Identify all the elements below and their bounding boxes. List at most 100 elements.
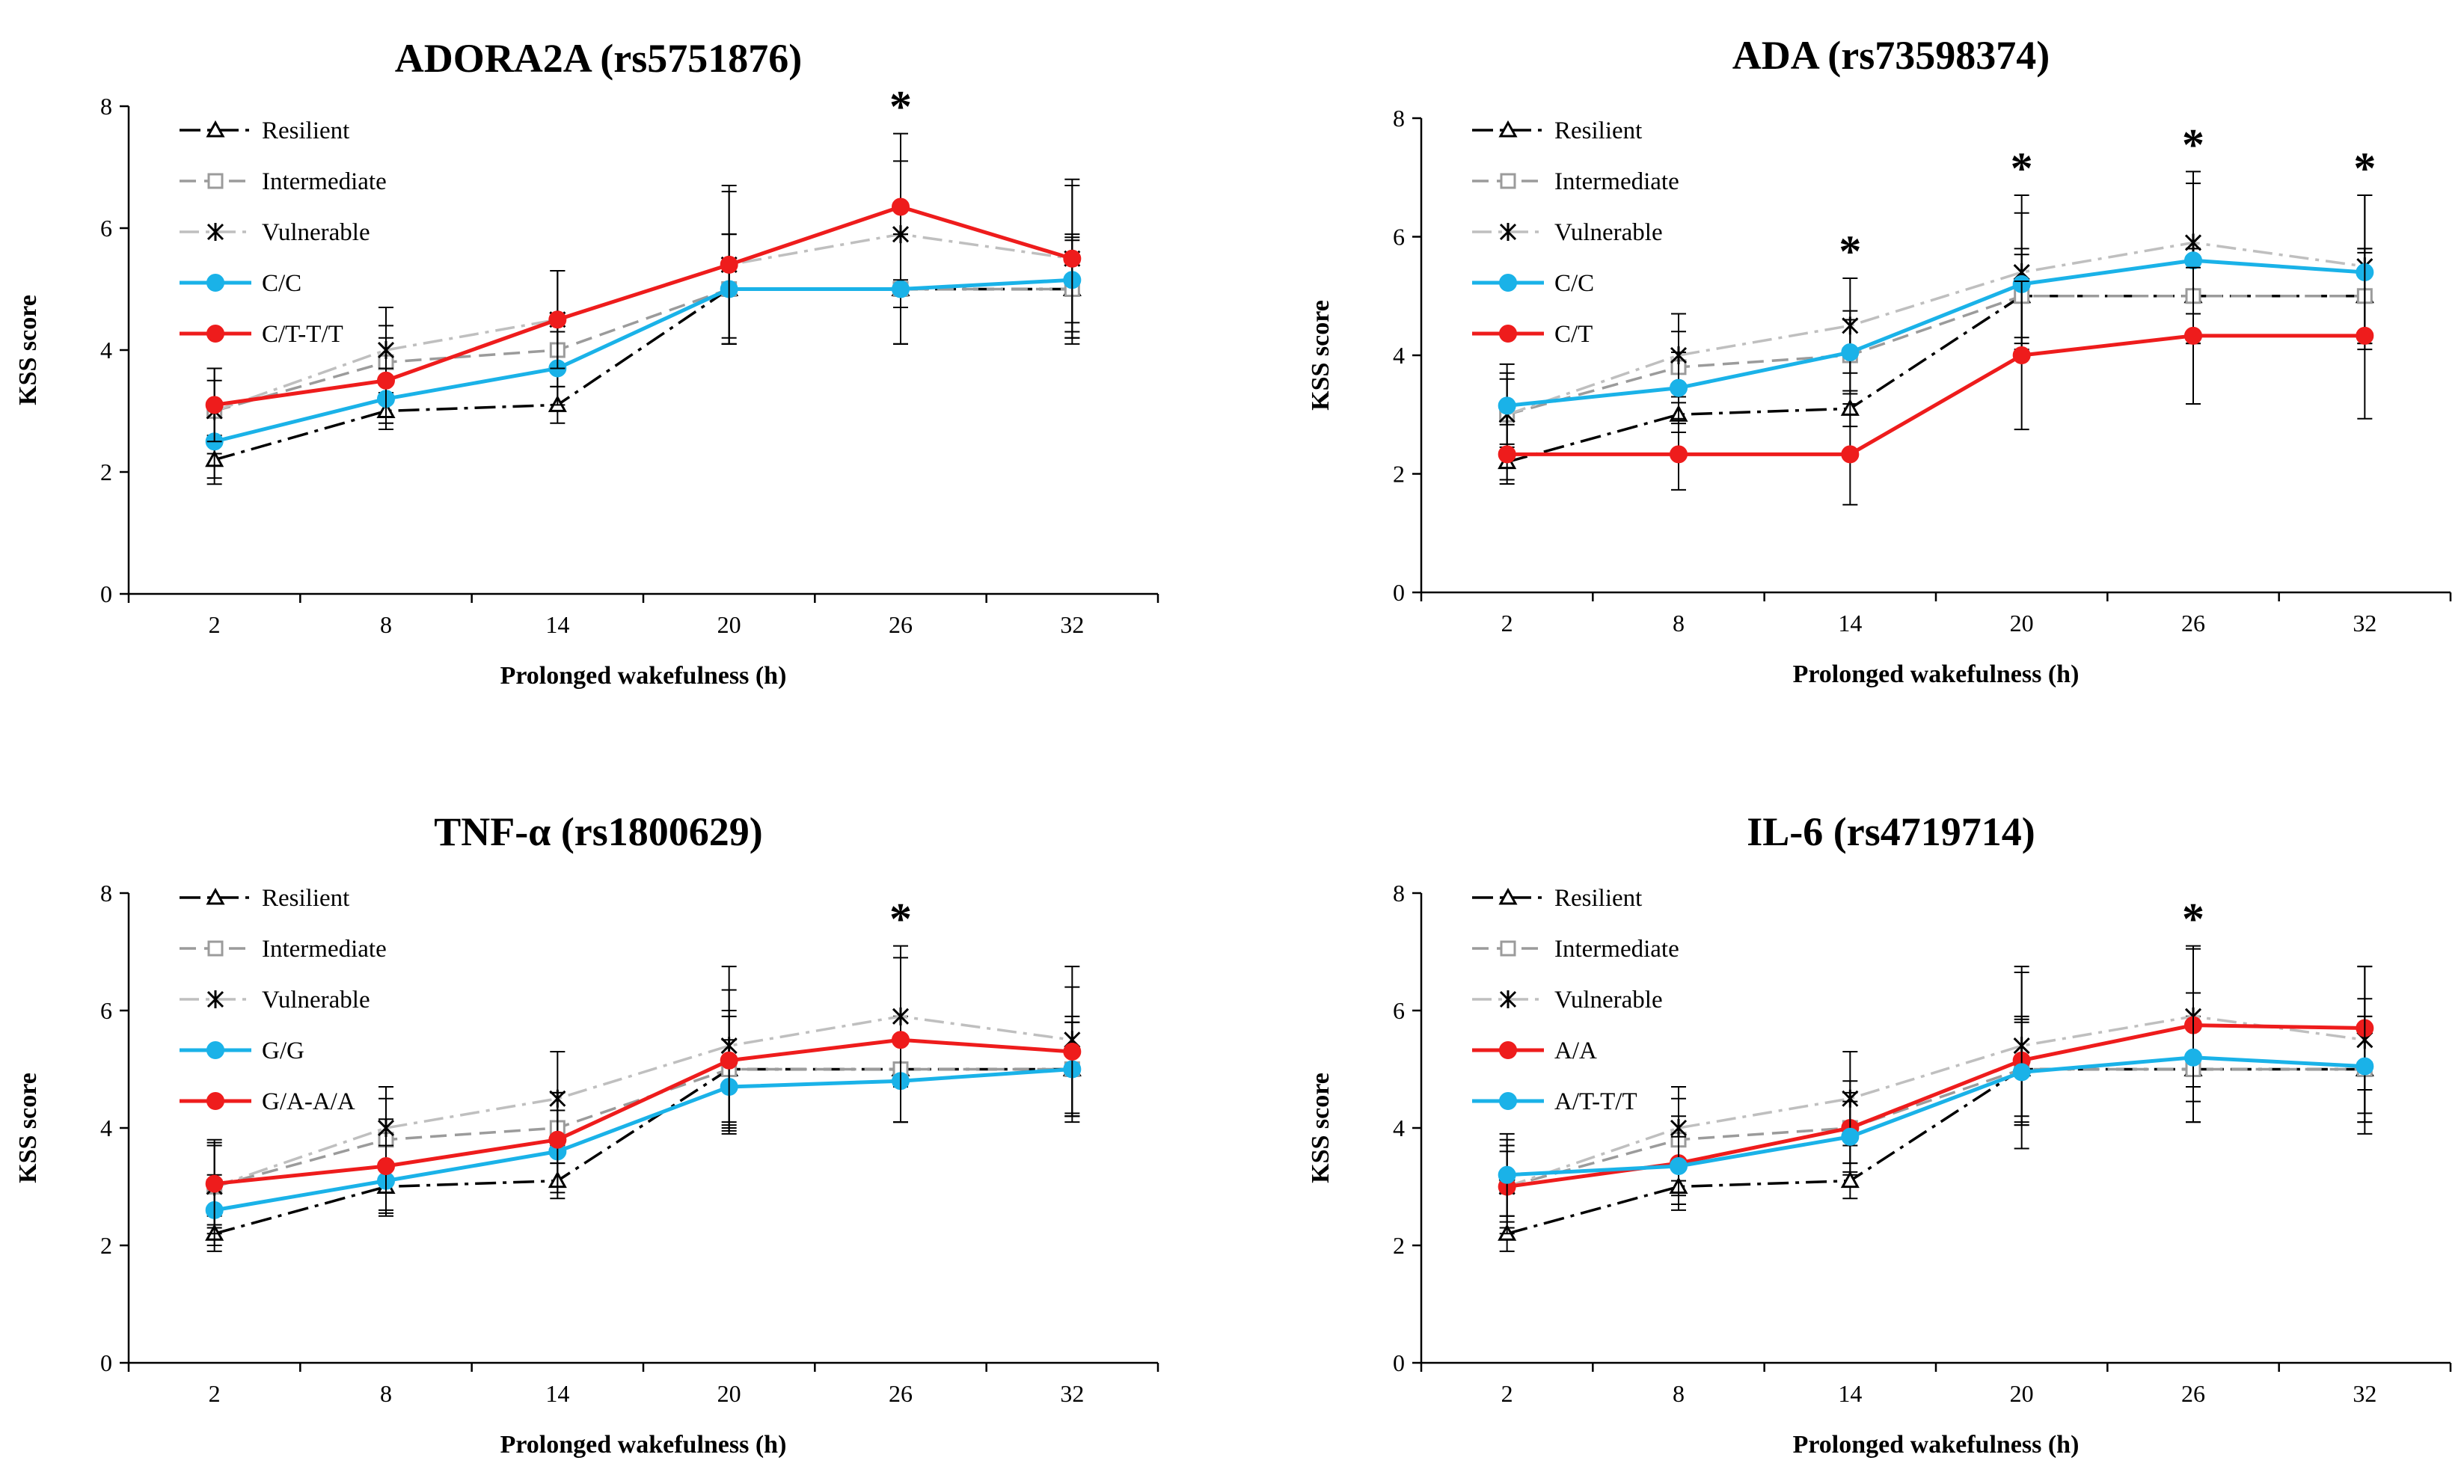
series-blue <box>205 1021 1082 1246</box>
x-tick-label: 2 <box>1501 610 1513 637</box>
significance-marker: * <box>889 895 912 944</box>
series-line <box>214 1067 1073 1212</box>
data-point <box>720 1051 738 1070</box>
y-tick-label: 4 <box>1393 342 1405 369</box>
legend-marker <box>1499 274 1517 292</box>
significance-marker: * <box>2182 120 2204 169</box>
series-line <box>1507 295 2365 416</box>
data-point <box>1498 445 1516 464</box>
x-tick-label: 32 <box>1060 1380 1084 1407</box>
chart-panel-1: ADA (rs73598374) 0 2 4 6 8 2 8 14 20 26 32 Prolonged… <box>1307 33 2452 688</box>
chart-panel-0: ADORA2A (rs5751876) 0 2 4 6 8 2 8 14 20 26 32 Prolon… <box>14 36 1159 690</box>
series-line <box>1507 241 2365 416</box>
significance-marker: * <box>2182 895 2204 944</box>
x-tick-label: 2 <box>1501 1380 1513 1407</box>
y-tick-label: 0 <box>100 1349 112 1376</box>
data-point <box>377 371 395 390</box>
series-resilient <box>1498 1015 2374 1252</box>
series-line <box>1507 1055 2365 1177</box>
data-point <box>1063 1042 1082 1061</box>
chart-title: TNF-α (rs1800629) <box>434 809 763 854</box>
data-point <box>1840 1171 1860 1189</box>
legend-label: Resilient <box>262 117 349 144</box>
series-line <box>1507 334 2365 456</box>
series-blue <box>1498 992 2374 1217</box>
x-axis-label: Prolonged wakefulness (h) <box>1793 660 2080 688</box>
y-tick-label: 4 <box>1393 1114 1405 1141</box>
legend-marker <box>1500 940 1516 957</box>
legend-label: C/C <box>262 270 301 297</box>
x-tick-label: 2 <box>209 611 221 638</box>
legend-marker <box>207 173 224 189</box>
series-line <box>214 1015 1073 1189</box>
data-point <box>548 1130 567 1149</box>
series-resilient <box>205 233 1082 485</box>
data-point <box>2356 326 2374 345</box>
series-red <box>1498 251 2374 506</box>
x-tick-label: 8 <box>1673 1380 1685 1407</box>
y-axis-label: KSS score <box>1307 1073 1334 1183</box>
legend-marker <box>1500 173 1516 189</box>
series-blue <box>205 233 1082 479</box>
legend-marker <box>1498 120 1518 138</box>
legend-marker <box>206 887 225 905</box>
legend-marker <box>207 940 224 957</box>
series-resilient <box>1498 248 2374 481</box>
x-tick-label: 8 <box>380 611 392 638</box>
significance-marker: * <box>889 82 912 132</box>
y-tick-label: 4 <box>100 1114 112 1141</box>
data-point <box>720 255 738 274</box>
series-red <box>205 132 1082 443</box>
y-tick-label: 2 <box>100 459 112 485</box>
y-axis-label: KSS score <box>1307 300 1334 411</box>
x-tick-label: 8 <box>1673 610 1685 637</box>
y-axis-label: KSS score <box>14 1073 42 1183</box>
y-tick-label: 6 <box>1393 997 1405 1024</box>
legend-label: Resilient <box>1554 117 1642 144</box>
data-point <box>2184 251 2202 270</box>
y-tick-label: 8 <box>100 880 112 907</box>
data-point <box>1063 249 1082 268</box>
series-line <box>1507 1015 2365 1189</box>
legend-label: Intermediate <box>262 936 387 963</box>
legend-label: C/T-T/T <box>262 321 343 348</box>
y-tick-label: 6 <box>100 997 112 1024</box>
x-tick-label: 2 <box>209 1380 221 1407</box>
legend-label: C/T <box>1554 321 1593 348</box>
series-red <box>205 957 1082 1226</box>
data-point <box>205 396 224 414</box>
x-tick-label: 20 <box>2010 610 2034 637</box>
legend-label: A/A <box>1554 1037 1597 1064</box>
x-tick-label: 26 <box>889 1380 913 1407</box>
data-point <box>548 310 567 329</box>
x-axis-label: Prolonged wakefulness (h) <box>500 1431 787 1459</box>
data-point <box>2012 1063 2031 1082</box>
legend-label: Resilient <box>262 885 349 912</box>
series-line <box>214 1037 1073 1186</box>
legend-marker <box>1498 887 1518 905</box>
data-point <box>2184 1048 2202 1067</box>
legend-label: G/G <box>262 1037 304 1064</box>
series-intermediate <box>1499 1015 2373 1229</box>
y-tick-label: 6 <box>1393 224 1405 251</box>
data-point <box>1670 445 1688 464</box>
legend-label: Resilient <box>1554 885 1642 912</box>
x-tick-label: 32 <box>2353 1380 2376 1407</box>
data-point <box>205 1174 224 1193</box>
legend-label: Vulnerable <box>1554 219 1663 246</box>
legend-label: Vulnerable <box>262 987 370 1014</box>
legend-label: Intermediate <box>1554 936 1679 963</box>
data-point <box>892 1031 910 1049</box>
data-point <box>2184 326 2202 345</box>
series-line <box>214 1067 1073 1189</box>
legend-marker <box>1499 223 1517 241</box>
legend-label: Vulnerable <box>262 219 370 246</box>
series-resilient <box>205 1015 1082 1252</box>
y-tick-label: 2 <box>1393 1232 1405 1259</box>
legend-marker <box>206 120 225 138</box>
legend-label: C/C <box>1554 270 1594 297</box>
x-tick-label: 32 <box>1060 611 1084 638</box>
legend-marker <box>206 990 224 1008</box>
legend-label: Intermediate <box>262 168 387 195</box>
